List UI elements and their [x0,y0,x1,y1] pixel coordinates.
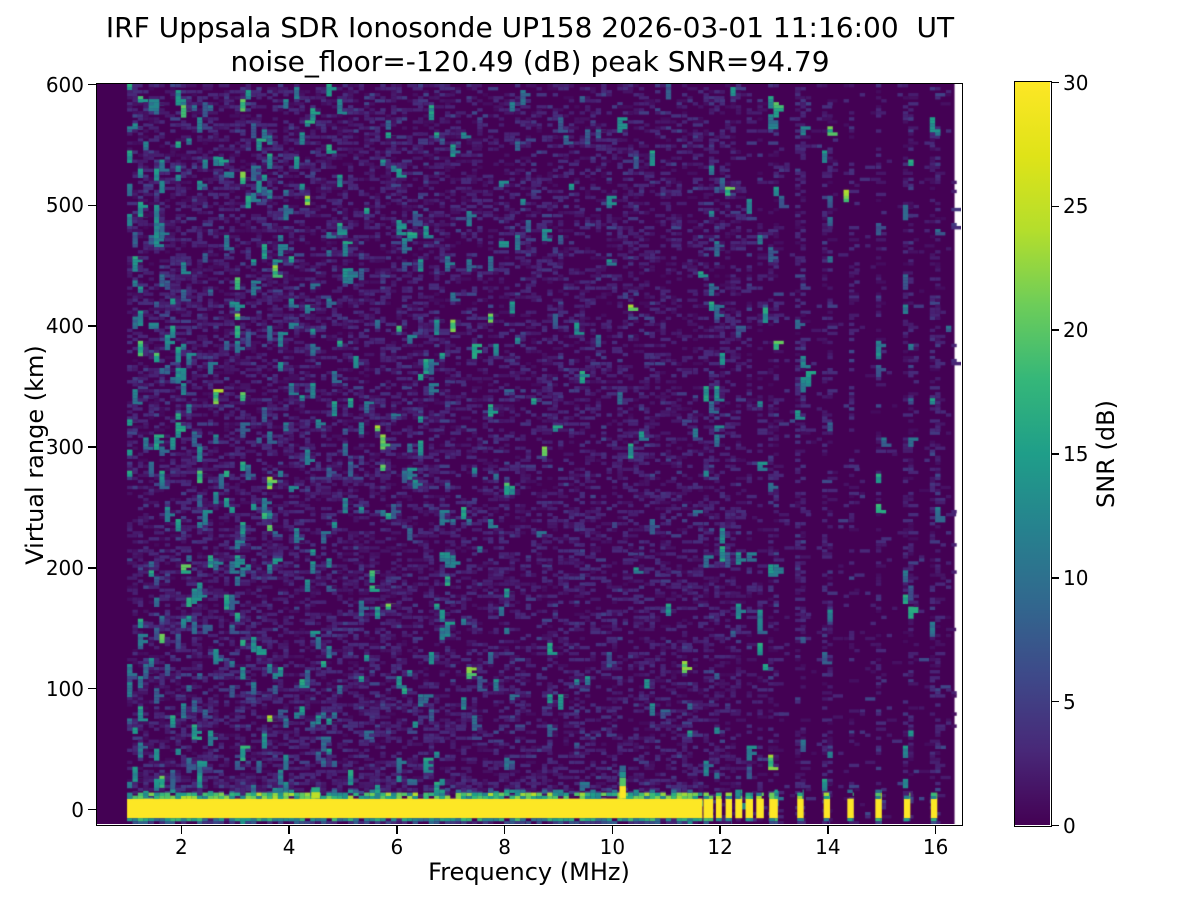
x-axis-label: Frequency (MHz) [428,858,630,886]
colorbar-tick-mark [1052,824,1059,827]
y-tick-mark [88,808,96,811]
plot-title: IRF Uppsala SDR Ionosonde UP158 2026-03-… [105,11,955,44]
y-tick-mark [88,567,96,569]
y-tick-label: 100 [45,676,84,701]
y-tick-label: 300 [45,435,84,459]
x-tick-label: 6 [390,835,404,859]
colorbar-tick-mark [1052,453,1059,455]
x-tick-mark [288,826,290,834]
colorbar-tick-label: 0 [1063,813,1076,838]
y-tick-label: 400 [45,314,84,339]
colorbar-tick-mark [1052,329,1059,331]
colorbar-tick-mark [1052,205,1059,208]
ionogram-heatmap [97,84,961,824]
x-tick-mark [396,826,398,834]
y-tick-label: 0 [71,797,84,822]
colorbar-tick-label: 5 [1063,689,1076,714]
y-tick-mark [88,446,96,448]
x-tick-mark [827,826,829,834]
colorbar-label: SNR (dB) [1092,400,1120,508]
x-tick-mark [503,826,506,834]
y-tick-label: 200 [45,555,84,580]
y-tick-label: 500 [45,193,84,218]
y-axis-label: Virtual range (km) [21,345,49,565]
x-tick-label: 10 [599,835,626,859]
colorbar-tick-label: 15 [1063,442,1089,466]
y-tick-label: 600 [45,72,84,97]
colorbar-tick-label: 10 [1063,565,1089,590]
y-tick-mark [88,687,96,690]
plot-subtitle: noise_floor=-120.49 (dB) peak SNR=94.79 [230,45,830,78]
colorbar-tick-mark [1052,577,1059,579]
x-tick-mark [611,826,614,834]
colorbar-tick-label: 20 [1063,318,1089,343]
x-tick-mark [719,826,721,834]
plot-area [96,83,963,826]
x-tick-label: 14 [815,835,841,859]
x-tick-mark [934,826,937,834]
y-tick-mark [88,83,96,86]
x-tick-label: 2 [175,835,188,859]
y-tick-mark [88,325,96,327]
y-tick-mark [88,204,96,207]
colorbar-gradient [1015,82,1050,825]
colorbar-tick-label: 25 [1063,194,1089,219]
x-tick-label: 4 [282,835,296,859]
x-tick-label: 12 [707,835,733,859]
x-tick-label: 8 [498,835,512,859]
x-tick-label: 16 [922,835,949,859]
x-tick-mark [180,826,183,834]
colorbar-tick-mark [1052,81,1059,84]
colorbar [1014,81,1052,827]
colorbar-tick-mark [1052,700,1059,703]
colorbar-tick-label: 30 [1063,70,1089,95]
